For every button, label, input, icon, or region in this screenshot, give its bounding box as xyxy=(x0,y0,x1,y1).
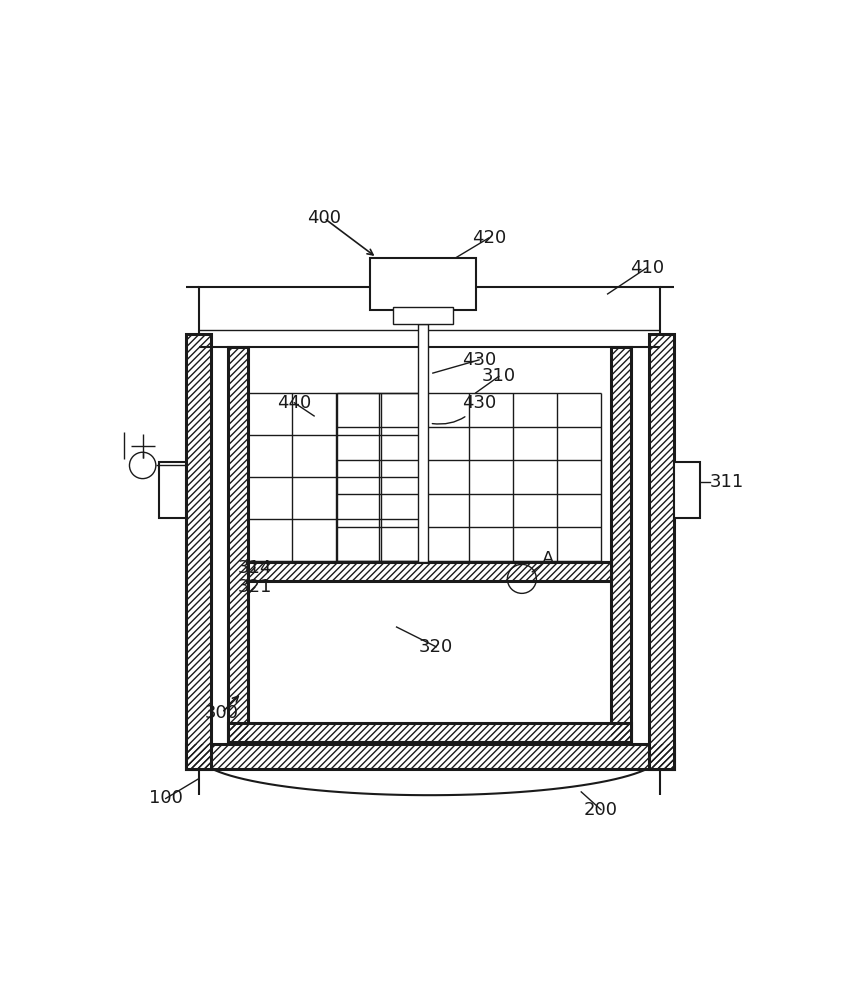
Text: A: A xyxy=(542,550,555,568)
Text: 440: 440 xyxy=(277,394,311,412)
Bar xyxy=(228,347,248,742)
Text: 320: 320 xyxy=(419,638,454,656)
Text: 410: 410 xyxy=(630,259,665,277)
Bar xyxy=(186,334,210,769)
Text: 310: 310 xyxy=(482,367,516,385)
Bar xyxy=(419,324,427,562)
Bar xyxy=(370,258,476,310)
Text: 430: 430 xyxy=(432,394,496,424)
Bar xyxy=(240,562,619,731)
Text: 100: 100 xyxy=(149,789,183,807)
Bar xyxy=(648,334,674,769)
Bar xyxy=(228,723,631,742)
Bar xyxy=(228,347,248,742)
Bar xyxy=(159,462,186,518)
Bar xyxy=(674,462,700,518)
Bar xyxy=(648,334,674,769)
Bar xyxy=(393,307,453,324)
Bar xyxy=(186,744,674,769)
Text: 321: 321 xyxy=(237,578,272,596)
Text: 400: 400 xyxy=(307,209,341,227)
Bar xyxy=(186,744,674,769)
Text: 200: 200 xyxy=(584,801,618,819)
Bar xyxy=(611,347,631,742)
Bar xyxy=(248,562,611,581)
Text: 314: 314 xyxy=(237,559,272,577)
Text: 420: 420 xyxy=(471,229,506,247)
Bar xyxy=(199,287,660,347)
Bar xyxy=(186,334,210,769)
Bar xyxy=(228,723,631,742)
Text: 300: 300 xyxy=(205,704,239,722)
Bar xyxy=(248,562,611,581)
Text: 311: 311 xyxy=(710,473,744,491)
Bar xyxy=(611,347,631,742)
Text: 430: 430 xyxy=(462,351,496,369)
